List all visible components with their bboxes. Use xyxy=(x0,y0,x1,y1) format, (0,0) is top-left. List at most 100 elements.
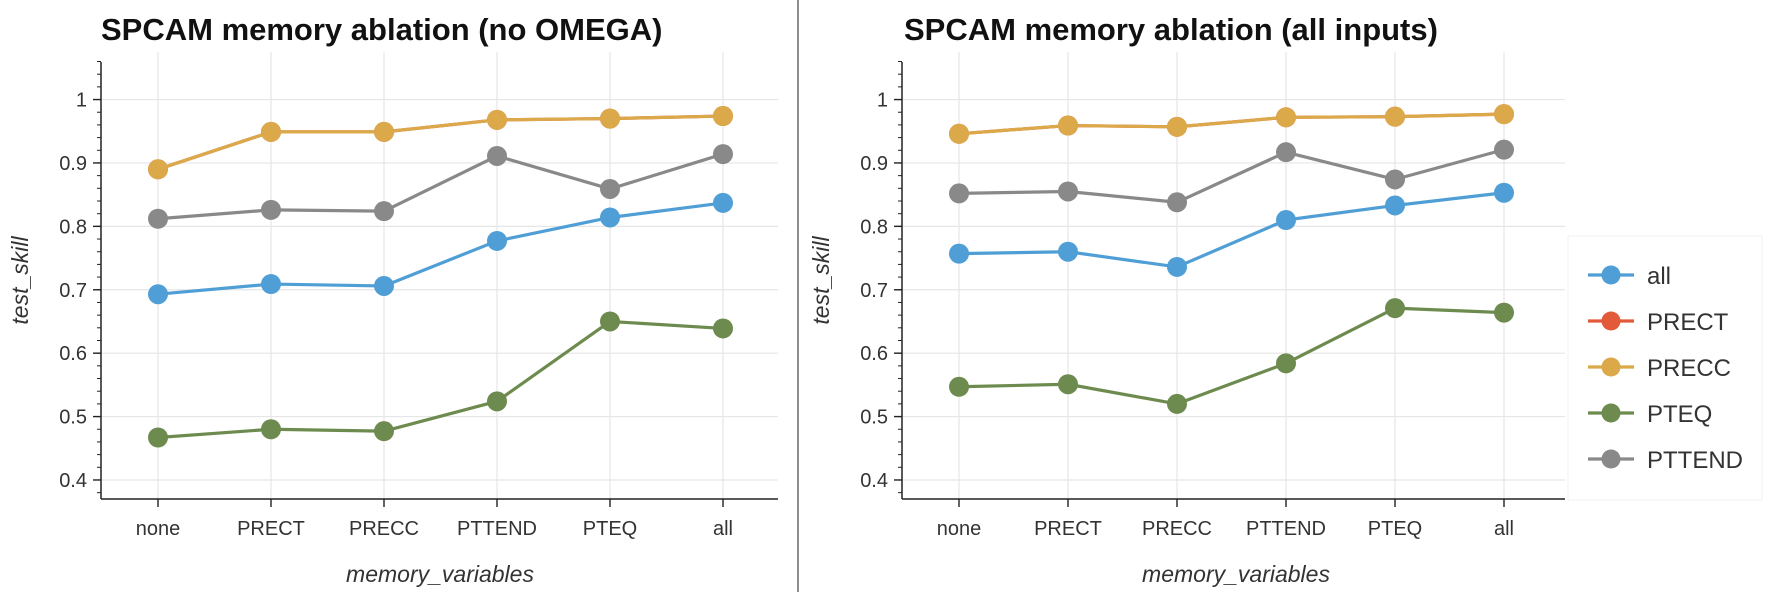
legend-swatch-marker xyxy=(1601,311,1621,331)
data-point xyxy=(713,144,733,165)
data-point xyxy=(374,421,394,442)
chart-panel-2: SPCAM memory ablation (all inputs) 0.4 0.5… xyxy=(808,12,1565,587)
series-all xyxy=(949,182,1514,277)
series-precc xyxy=(949,104,1514,144)
data-point xyxy=(374,275,394,296)
x-tick-label: none xyxy=(136,518,181,540)
y-tick-label: 0.9 xyxy=(59,153,87,175)
x-axis-label: memory_variables xyxy=(1142,561,1330,587)
y-tick-label: 0.5 xyxy=(860,407,888,429)
x-axis-label: memory_variables xyxy=(346,561,534,587)
data-point xyxy=(1058,181,1078,202)
data-point xyxy=(374,121,394,142)
y-tick-label: 0.6 xyxy=(59,343,87,365)
data-point xyxy=(1167,192,1187,213)
data-point xyxy=(261,199,281,220)
series-pttend xyxy=(148,144,733,229)
data-point xyxy=(1167,393,1187,414)
data-point xyxy=(1167,256,1187,277)
legend-item-all: all xyxy=(1588,263,1671,290)
data-point xyxy=(600,207,620,228)
x-tick-label: PTEQ xyxy=(583,518,637,540)
data-point xyxy=(1385,298,1405,319)
legend-item-precc: PRECC xyxy=(1588,355,1731,382)
data-point xyxy=(1494,139,1514,160)
x-tick-label: all xyxy=(1494,518,1514,540)
legend-label: PTTEND xyxy=(1647,447,1743,474)
legend-swatch-marker xyxy=(1601,357,1621,377)
y-tick-label: 0.7 xyxy=(860,280,888,302)
legend-item-pttend: PTTEND xyxy=(1588,447,1743,474)
data-point xyxy=(487,230,507,251)
data-point xyxy=(1276,353,1296,374)
data-point xyxy=(600,178,620,199)
series-line xyxy=(157,152,724,221)
data-point xyxy=(949,123,969,144)
series-line xyxy=(958,306,1505,406)
x-tick-label: PRECC xyxy=(349,518,419,540)
y-tick-label: 0.5 xyxy=(59,407,87,429)
x-tick-label: all xyxy=(713,518,733,540)
series-precc xyxy=(148,106,733,180)
data-point xyxy=(949,243,969,264)
series-line xyxy=(157,201,724,296)
legend-item-pteq: PTEQ xyxy=(1588,401,1712,428)
legend-swatch-marker xyxy=(1601,403,1621,423)
legend-label: all xyxy=(1647,263,1671,290)
data-point xyxy=(148,284,168,305)
data-point xyxy=(487,109,507,130)
data-point xyxy=(148,159,168,180)
data-point xyxy=(374,201,394,222)
data-point xyxy=(1058,241,1078,262)
series-pteq xyxy=(148,311,733,448)
chart-title: SPCAM memory ablation (all inputs) xyxy=(904,12,1438,47)
data-point xyxy=(949,183,969,204)
series-all xyxy=(148,192,733,305)
series-prect xyxy=(949,104,1514,144)
data-point xyxy=(1385,106,1405,127)
series-pttend xyxy=(949,139,1514,213)
chart-title: SPCAM memory ablation (no OMEGA) xyxy=(101,12,662,47)
x-tick-label: none xyxy=(937,518,982,540)
series-pteq xyxy=(949,298,1514,414)
series-line xyxy=(958,112,1505,136)
x-tick-label: PTEQ xyxy=(1368,518,1422,540)
y-tick-label: 0.6 xyxy=(860,343,888,365)
y-tick-label: 0.9 xyxy=(860,153,888,175)
data-point xyxy=(713,192,733,213)
y-tick-label: 0.8 xyxy=(59,216,87,238)
legend-swatch-marker xyxy=(1601,449,1621,469)
y-tick-label: 1 xyxy=(76,90,87,112)
data-point xyxy=(713,318,733,339)
legend-label: PRECC xyxy=(1647,355,1731,382)
data-point xyxy=(148,208,168,229)
data-point xyxy=(949,376,969,397)
y-axis-label: test_skill xyxy=(7,236,33,325)
legend-label: PTEQ xyxy=(1647,401,1712,428)
data-point xyxy=(1385,195,1405,216)
series-line xyxy=(958,191,1505,269)
data-point xyxy=(261,121,281,142)
data-point xyxy=(148,427,168,448)
data-point xyxy=(1058,374,1078,395)
legend-label: PRECT xyxy=(1647,309,1729,336)
data-point xyxy=(1494,104,1514,125)
series-line xyxy=(157,114,724,171)
x-tick-label: PRECC xyxy=(1142,518,1212,540)
data-point xyxy=(1276,107,1296,128)
data-point xyxy=(1494,182,1514,203)
data-point xyxy=(487,145,507,166)
y-tick-label: 0.4 xyxy=(59,470,87,492)
y-tick-label: 1 xyxy=(877,90,888,112)
y-axis-label: test_skill xyxy=(808,236,834,325)
data-point xyxy=(1058,115,1078,136)
x-tick-label: PTTEND xyxy=(1246,518,1326,540)
y-tick-label: 0.7 xyxy=(59,280,87,302)
data-point xyxy=(487,391,507,412)
data-point xyxy=(261,419,281,440)
legend-item-prect: PRECT xyxy=(1588,309,1729,336)
x-tick-label: PRECT xyxy=(237,518,305,540)
data-point xyxy=(600,108,620,129)
legend-swatch-marker xyxy=(1601,265,1621,285)
